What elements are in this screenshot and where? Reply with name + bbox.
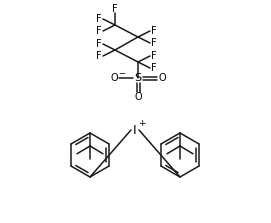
Text: I: I: [133, 124, 137, 136]
Text: +: +: [138, 120, 146, 128]
Text: S: S: [134, 73, 141, 83]
Text: F: F: [96, 39, 102, 49]
Text: F: F: [96, 14, 102, 24]
Text: F: F: [96, 26, 102, 36]
Text: F: F: [96, 51, 102, 61]
Text: F: F: [151, 38, 157, 48]
Text: F: F: [151, 26, 157, 36]
Text: F: F: [151, 51, 157, 61]
Text: O: O: [158, 73, 166, 83]
Text: O: O: [134, 92, 142, 102]
Text: F: F: [112, 4, 118, 14]
Text: −: −: [118, 70, 125, 78]
Text: F: F: [151, 63, 157, 73]
Text: O: O: [110, 73, 118, 83]
